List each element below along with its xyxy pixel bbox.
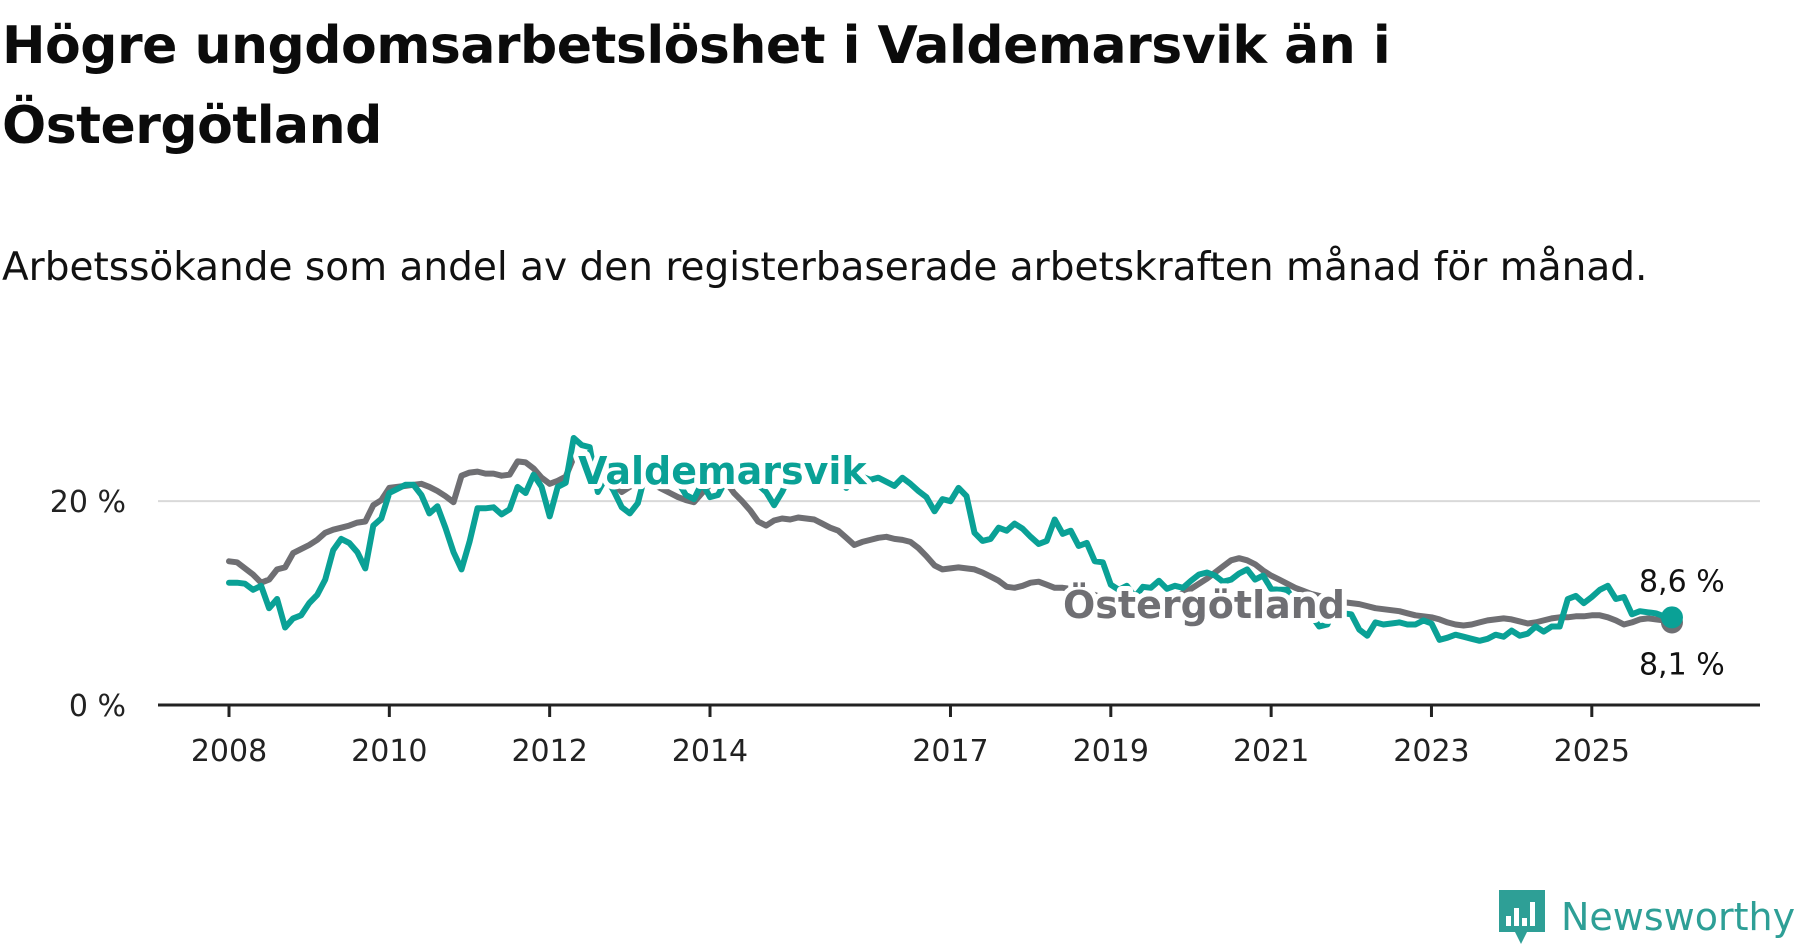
newsworthy-logo-icon (1499, 890, 1545, 944)
x-tick-label: 2008 (191, 734, 267, 769)
end-label-ostergotland: 8,1 % (1639, 647, 1725, 682)
series-label-ostergotland-halo: Östergötland (1063, 583, 1345, 627)
x-tick-label: 2014 (672, 734, 748, 769)
series-label-valdemarsvik: Valdemarsvik (578, 449, 867, 493)
x-tick-label: 2017 (912, 734, 988, 769)
series-line-valdemarsvik (226, 435, 1675, 644)
x-tick-label: 2012 (511, 734, 587, 769)
brand-name: Newsworthy (1561, 895, 1796, 939)
x-tick-label: 2021 (1233, 734, 1309, 769)
series-label-ostergotland: Östergötland (1063, 583, 1345, 627)
y-tick-label: 0 % (69, 689, 126, 724)
x-axis: 2008 2010 2012 2014 2017 2019 2021 2023 2025 (158, 703, 1760, 769)
x-tick-label: 2010 (351, 734, 427, 769)
end-label-valdemarsvik-halo: 8,6 % (1639, 564, 1725, 599)
end-label-valdemarsvik: 8,6 % (1639, 564, 1725, 599)
end-label-ostergotland-halo: 8,1 % (1639, 647, 1725, 682)
x-tick-label: 2025 (1554, 734, 1630, 769)
chart-subtitle: Arbetssökande som andel av den registerb… (2, 245, 1648, 290)
series-label-valdemarsvik-halo: Valdemarsvik (578, 449, 867, 493)
series-lines (226, 435, 1683, 644)
series-labels: ValdemarsvikValdemarsvikÖstergötlandÖste… (573, 444, 1730, 687)
newsworthy-brand: Newsworthy (1497, 888, 1795, 946)
x-tick-label: 2023 (1393, 734, 1469, 769)
line-chart: 0 % 20 % 2008 2010 2012 2014 2017 2019 2021 2023… (50, 435, 1760, 769)
y-tick-label: 20 % (50, 485, 126, 520)
series-line-ostergotland (226, 453, 1675, 629)
x-tick-label: 2019 (1073, 734, 1149, 769)
chart-title: Högre ungdomsarbetslöshet i Valdemarsvik… (2, 16, 1391, 156)
end-point-valdemarsvik (1660, 606, 1683, 629)
